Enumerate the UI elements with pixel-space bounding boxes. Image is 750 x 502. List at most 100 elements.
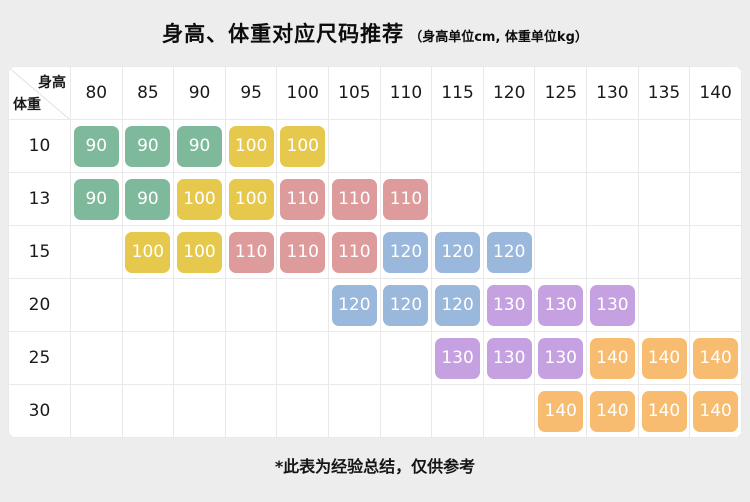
- size-chip: 130: [589, 284, 635, 326]
- size-chip: 110: [383, 178, 429, 220]
- size-chip: 130: [486, 337, 532, 379]
- size-cell: 110: [379, 172, 433, 226]
- size-cell: 90: [173, 119, 226, 173]
- size-cell: [689, 278, 742, 332]
- size-cell: [534, 172, 588, 226]
- size-cell: 90: [121, 119, 175, 173]
- height-header: 135: [637, 66, 691, 120]
- height-header: 80: [70, 66, 123, 120]
- height-header: 120: [482, 66, 536, 120]
- size-chip: 100: [125, 231, 171, 273]
- size-cell: [534, 225, 588, 279]
- size-cell: [482, 119, 536, 173]
- size-chip: 140: [589, 390, 635, 432]
- size-cell: [586, 119, 639, 173]
- height-header: 130: [586, 66, 639, 120]
- size-chip: 110: [331, 231, 377, 273]
- size-chip: 90: [73, 178, 119, 220]
- height-header: 140: [689, 66, 742, 120]
- size-cell: 140: [586, 384, 639, 438]
- size-cell: 90: [70, 119, 123, 173]
- size-cell: 120: [328, 278, 381, 332]
- size-cell: [276, 384, 330, 438]
- size-cell: [586, 172, 639, 226]
- size-cell: 130: [534, 331, 588, 385]
- size-cell: 110: [328, 225, 381, 279]
- size-cell: 140: [689, 331, 742, 385]
- size-cell: 100: [276, 119, 330, 173]
- size-cell: [224, 331, 278, 385]
- size-chart-table: 身高 体重 80 85 90 95 100 105 110 115 120 125 130 135 140 …: [8, 66, 742, 438]
- size-cell: [121, 278, 175, 332]
- size-chip: 100: [280, 125, 326, 167]
- weight-header: 30: [8, 384, 71, 438]
- size-cell: [637, 278, 691, 332]
- size-cell: 130: [586, 278, 639, 332]
- size-cell: 130: [534, 278, 588, 332]
- table-row: 13 90 90 100 100 110 110 110: [8, 172, 742, 226]
- size-cell: 140: [689, 384, 742, 438]
- size-cell: 90: [70, 172, 123, 226]
- size-cell: 90: [121, 172, 175, 226]
- corner-label-height: 身高: [38, 75, 66, 91]
- height-header: 100: [276, 66, 330, 120]
- size-chip: 90: [125, 125, 171, 167]
- weight-header: 20: [8, 278, 71, 332]
- height-header: 105: [328, 66, 381, 120]
- size-cell: 100: [224, 119, 278, 173]
- size-chip: 120: [331, 284, 377, 326]
- size-chip: 120: [435, 284, 481, 326]
- size-cell: [637, 225, 691, 279]
- footer-note: *此表为经验总结，仅供参考: [274, 457, 476, 476]
- size-chip: 130: [435, 337, 481, 379]
- size-chip: 130: [486, 284, 532, 326]
- size-cell: 100: [173, 225, 226, 279]
- size-cell: 140: [637, 384, 691, 438]
- size-cell: 100: [173, 172, 226, 226]
- size-cell: [328, 331, 381, 385]
- size-cell: 140: [637, 331, 691, 385]
- size-cell: [173, 278, 226, 332]
- size-chip: 110: [280, 231, 326, 273]
- size-cell: [431, 384, 484, 438]
- size-chip: 100: [177, 231, 223, 273]
- size-cell: 120: [431, 225, 484, 279]
- height-header: 85: [121, 66, 175, 120]
- size-cell: 120: [379, 278, 433, 332]
- size-chip: 90: [73, 125, 119, 167]
- weight-header: 25: [8, 331, 71, 385]
- size-cell: 110: [276, 172, 330, 226]
- size-cell: [482, 384, 536, 438]
- page: 身高、体重对应尺码推荐 （身高单位cm, 体重单位kg） 身高 体重 80 85 90 9…: [8, 22, 742, 476]
- size-cell: [689, 225, 742, 279]
- size-chip: 120: [486, 231, 532, 273]
- size-cell: [328, 119, 381, 173]
- size-cell: [637, 119, 691, 173]
- size-chip: 140: [693, 337, 739, 379]
- size-chip: 140: [589, 337, 635, 379]
- height-header: 115: [431, 66, 484, 120]
- size-cell: 110: [224, 225, 278, 279]
- size-cell: [70, 384, 123, 438]
- size-chip: 100: [228, 178, 274, 220]
- size-chip: 140: [641, 390, 687, 432]
- size-cell: [70, 331, 123, 385]
- size-cell: [689, 172, 742, 226]
- size-chip: 110: [331, 178, 377, 220]
- size-cell: [224, 384, 278, 438]
- size-cell: [431, 119, 484, 173]
- height-header: 125: [534, 66, 588, 120]
- table-row: 10 90 90 90 100 100: [8, 119, 742, 173]
- size-chip: 90: [125, 178, 171, 220]
- size-chip: 100: [228, 125, 274, 167]
- table-row: 30 140 140 140 140: [8, 384, 742, 438]
- weight-header: 10: [8, 119, 71, 173]
- size-cell: 100: [224, 172, 278, 226]
- size-cell: [121, 331, 175, 385]
- size-chip: 120: [383, 231, 429, 273]
- size-cell: 120: [482, 225, 536, 279]
- size-cell: [586, 225, 639, 279]
- size-chart-body: 10 90 90 90 100 100 13 90 90 100 100 110 110 110 15 100…: [8, 119, 742, 438]
- size-chart-header: 身高 体重 80 85 90 95 100 105 110 115 120 125 130 135 140: [8, 66, 742, 120]
- size-cell: [276, 278, 330, 332]
